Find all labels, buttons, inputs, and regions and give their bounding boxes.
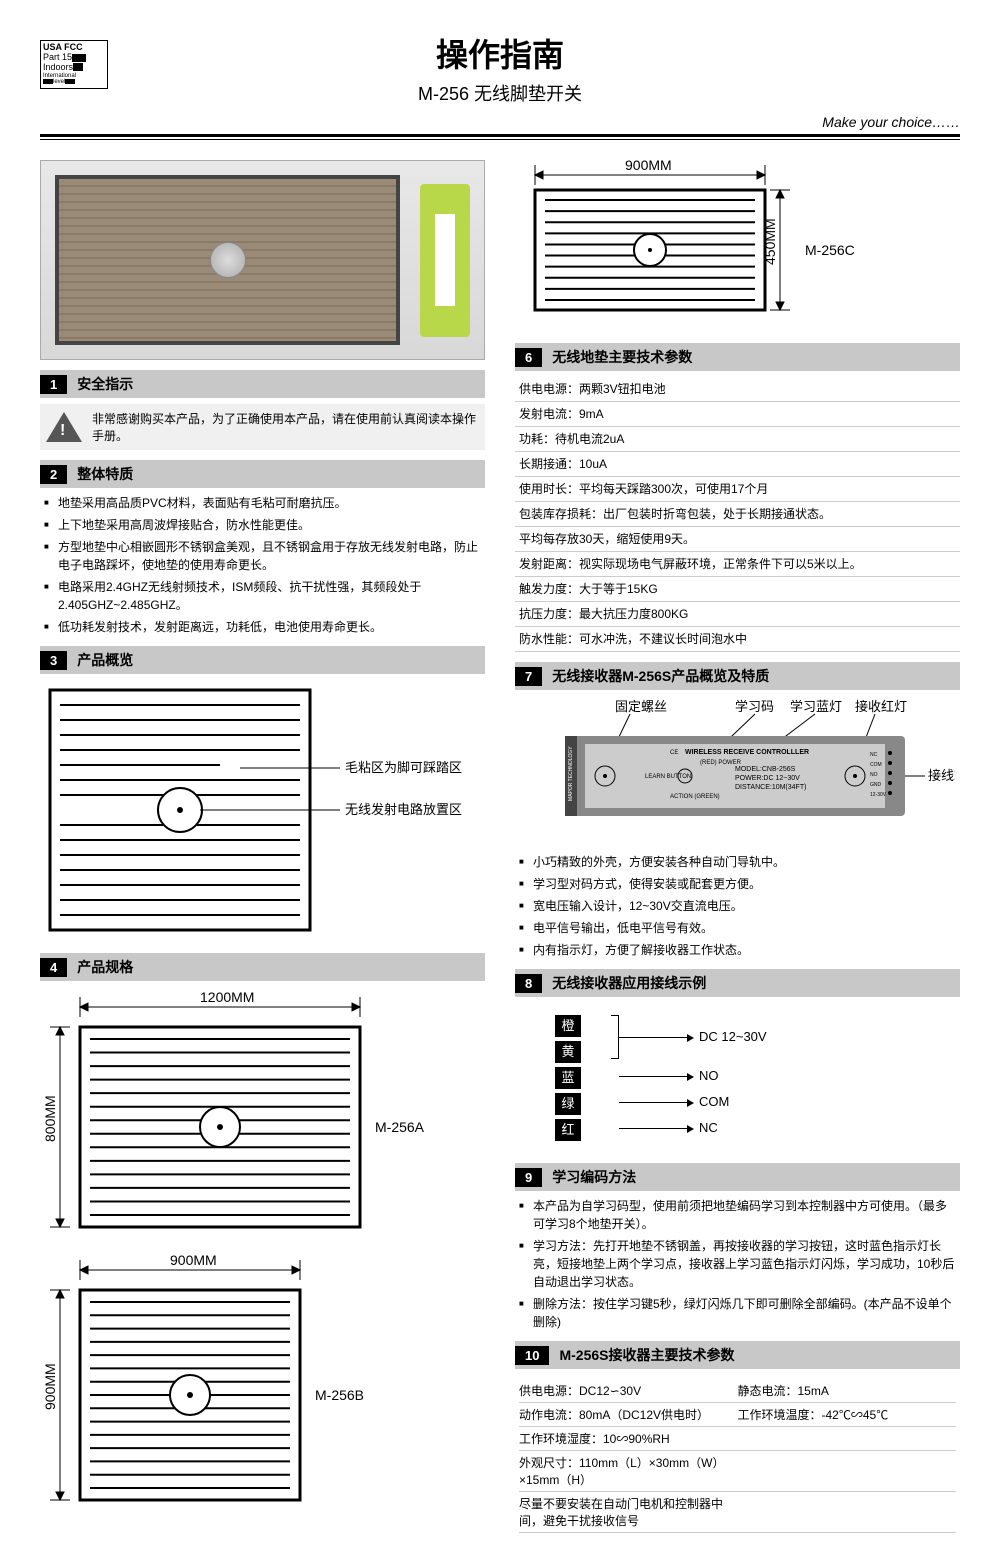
receiver-diagram: 固定螺丝 学习码 学习蓝灯 接收红灯 CE WIRELESS RECEIVE C…: [515, 696, 955, 846]
section-7-header: 7无线接收器M-256S产品概览及特质: [515, 662, 960, 690]
svg-text:M-256B: M-256B: [315, 1387, 364, 1403]
svg-text:GND: GND: [870, 782, 882, 788]
svg-text:ACTION (GREEN): ACTION (GREEN): [670, 794, 720, 800]
mat-b-diagram: 900MM 900MM M-256B: [40, 1250, 480, 1510]
product-overview-diagram: 毛粘区为脚可踩踏区 无线发射电路放置区: [40, 680, 480, 940]
right-column: 900MM 450MM M-256C 6无线地垫主要技术参数 供电电源：两颗3V…: [515, 160, 960, 1537]
spec-table-6: 供电电源：两颗3V钮扣电池发射电流：9mA功耗：待机电流2uA长期接通：10uA…: [515, 377, 960, 652]
svg-text:固定螺丝: 固定螺丝: [615, 699, 667, 714]
svg-text:接收红灯: 接收红灯: [855, 699, 907, 714]
page-header: USA FCC Part 15 Indoors International le…: [40, 30, 960, 106]
svg-text:学习蓝灯: 学习蓝灯: [790, 699, 842, 714]
section-8-header: 8无线接收器应用接线示例: [515, 969, 960, 997]
section-6-header: 6无线地垫主要技术参数: [515, 343, 960, 371]
subtitle: M-256 无线脚垫开关: [40, 80, 960, 106]
wiring-diagram: 橙黄蓝绿红 DC 12~30V NO COM NC: [515, 1003, 960, 1153]
svg-text:WIRELESS RECEIVE CONTROLLLER: WIRELESS RECEIVE CONTROLLLER: [685, 749, 809, 756]
svg-text:COM: COM: [870, 762, 882, 768]
svg-text:DISTANCE:10M(34FT): DISTANCE:10M(34FT): [735, 784, 806, 791]
learning-method: 本产品为自学习码型，使用前须把地垫编码学习到本控制器中方可使用。（最多可学习8个…: [515, 1197, 960, 1331]
tagline: Make your choice……: [40, 114, 960, 137]
svg-text:M-256A: M-256A: [375, 1119, 425, 1135]
svg-text:无线发射电路放置区: 无线发射电路放置区: [345, 802, 462, 817]
svg-text:900MM: 900MM: [42, 1363, 58, 1410]
mat-c-diagram: 900MM 450MM M-256C: [515, 160, 955, 330]
section-2-header: 2整体特质: [40, 460, 485, 488]
features-list: 地垫采用高品质PVC材料，表面贴有毛粘可耐磨抗压。上下地垫采用高周波焊接贴合，防…: [40, 494, 485, 636]
svg-text:学习码: 学习码: [735, 699, 774, 714]
svg-text:毛粘区为脚可踩踏区: 毛粘区为脚可踩踏区: [345, 760, 462, 775]
svg-text:12-30V: 12-30V: [870, 792, 887, 798]
svg-text:800MM: 800MM: [42, 1095, 58, 1142]
receiver-spec-table: 供电电源：DC12∽30V静态电流：15mA动作电流：80mA（DC12V供电时…: [515, 1375, 960, 1537]
svg-text:POWER:DC 12~30V: POWER:DC 12~30V: [735, 775, 800, 782]
section-3-header: 3产品概览: [40, 646, 485, 674]
warning-icon: [46, 412, 82, 442]
svg-text:LEARN BUTTON: LEARN BUTTON: [645, 774, 691, 780]
main-title: 操作指南: [40, 30, 960, 76]
section-10-header: 10M-256S接收器主要技术参数: [515, 1341, 960, 1369]
section-9-header: 9学习编码方法: [515, 1163, 960, 1191]
svg-text:900MM: 900MM: [170, 1252, 217, 1268]
svg-text:1200MM: 1200MM: [200, 989, 254, 1005]
mat-a-diagram: 1200MM 800MM M-256A: [40, 987, 480, 1247]
left-column: 1安全指示 非常感谢购买本产品，为了正确使用本产品，请在使用前认真阅读本操作手册…: [40, 160, 485, 1537]
svg-text:900MM: 900MM: [625, 160, 672, 173]
product-photo: [40, 160, 485, 360]
svg-text:MAPOR TECHNOLOGY: MAPOR TECHNOLOGY: [568, 746, 574, 801]
warning-box: 非常感谢购买本产品，为了正确使用本产品，请在使用前认真阅读本操作手册。: [40, 404, 485, 450]
svg-text:NC: NC: [870, 752, 878, 758]
svg-text:NO: NO: [870, 772, 878, 778]
receiver-features: 小巧精致的外壳，方便安装各种自动门导轨中。学习型对码方式，使得安装或配套更方便。…: [515, 853, 960, 959]
fcc-badge: USA FCC Part 15 Indoors International le…: [40, 40, 108, 89]
section-4-header: 4产品规格: [40, 953, 485, 981]
svg-text:CE: CE: [670, 750, 678, 756]
svg-text:MODEL:CNB-256S: MODEL:CNB-256S: [735, 766, 796, 773]
svg-text:M-256C: M-256C: [805, 242, 855, 258]
svg-text:接线端: 接线端: [928, 768, 955, 783]
section-1-header: 1安全指示: [40, 370, 485, 398]
